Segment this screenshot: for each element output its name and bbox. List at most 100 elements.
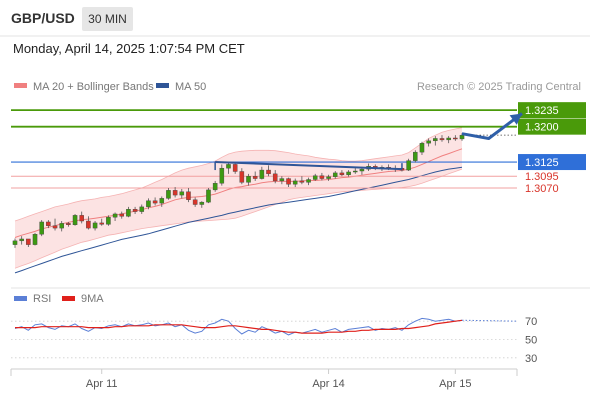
x-tick-label: Apr 14: [312, 378, 344, 390]
candle-body: [206, 189, 211, 203]
level-label: 1.3125: [525, 157, 559, 169]
candle-body: [226, 164, 231, 169]
candle-body: [79, 215, 84, 222]
candle-body: [426, 140, 431, 144]
rsi-tick-label: 30: [525, 353, 537, 365]
legend-swatch-ma50: [156, 83, 169, 88]
candle-body: [66, 223, 71, 225]
chart-header: GBP/USD 30 MIN: [0, 0, 590, 36]
candle-body: [272, 173, 278, 182]
legend-label-ma50: MA 50: [175, 81, 206, 93]
candle-body: [359, 168, 365, 172]
timestamp: Monday, April 14, 2025 1:07:54 PM CET: [13, 41, 245, 56]
candle-body: [126, 209, 131, 217]
candle-body: [259, 169, 265, 179]
candle-body: [459, 134, 465, 140]
legend-label-9ma: 9MA: [81, 293, 104, 305]
candle-body: [292, 180, 298, 185]
rsi-projection: [461, 319, 518, 322]
candle-body: [252, 176, 258, 179]
symbol-title: GBP/USD: [11, 10, 75, 26]
candle-body: [39, 221, 44, 235]
candle-body: [406, 160, 411, 171]
x-axis: Apr 11 Apr 14 Apr 15: [86, 369, 472, 390]
candle-body: [419, 142, 425, 153]
rsi-tick-label: 50: [525, 335, 537, 347]
x-tick-label: Apr 11: [86, 378, 118, 390]
candle-body: [312, 175, 318, 180]
legend-swatch-9ma: [62, 296, 75, 301]
candle-body: [72, 215, 78, 226]
candle-body: [332, 172, 338, 177]
candle-body: [152, 200, 158, 204]
candle-body: [106, 217, 111, 225]
candle-body: [12, 240, 18, 245]
level-label: 1.3095: [525, 171, 559, 183]
candle-body: [286, 178, 291, 185]
candle-body: [59, 223, 64, 229]
candle-body: [346, 171, 351, 175]
credit-text: Research © 2025 Trading Central: [417, 81, 581, 93]
resistance-trendline: [215, 161, 402, 171]
candle-body: [319, 175, 325, 179]
candle-body: [326, 176, 331, 179]
level-label-box: [518, 102, 586, 119]
candle-body: [199, 201, 205, 205]
legend-swatch-rsi: [14, 296, 27, 301]
legend-label-rsi: RSI: [33, 293, 51, 305]
candle-body: [86, 220, 91, 229]
candle-body: [26, 238, 31, 245]
candle-body: [19, 238, 24, 242]
ma50-line: [14, 166, 463, 274]
level-label: 1.3070: [525, 183, 559, 195]
candle-body: [306, 179, 311, 183]
candle-body: [232, 164, 238, 172]
candle-body: [246, 176, 251, 183]
legend-swatch-ma20: [14, 83, 27, 88]
rsi-tick-label: 70: [525, 316, 537, 328]
candle-body: [166, 190, 171, 199]
candle-body: [186, 191, 191, 200]
legend-label-ma20: MA 20 + Bollinger Bands: [33, 81, 154, 93]
rsi-plot: 70 50 30: [11, 316, 537, 365]
candle-body: [179, 191, 185, 196]
candle-body: [32, 234, 38, 245]
level-label: 1.3200: [525, 122, 559, 134]
candle-body: [413, 151, 418, 161]
candle-body: [119, 213, 125, 217]
candle-body: [46, 221, 51, 226]
level-label-box: [518, 154, 586, 171]
x-tick-label: Apr 15: [439, 378, 471, 390]
level-label: 1.3235: [525, 105, 559, 117]
candle-body: [352, 170, 358, 173]
candle-body: [132, 209, 138, 212]
candle-body: [279, 178, 285, 182]
candle-body: [239, 171, 245, 183]
candle-body: [453, 137, 458, 140]
candle-body: [446, 137, 451, 141]
rsi-9ma-line: [15, 319, 463, 334]
candle-body: [52, 225, 58, 229]
candle-body: [192, 199, 198, 205]
candle-body: [139, 206, 145, 212]
bollinger-band-area: [15, 127, 462, 269]
forecast-arrow: [461, 112, 523, 140]
candle-body: [112, 213, 118, 218]
candle-body: [172, 190, 178, 196]
candle-body: [219, 167, 225, 184]
candle-body: [339, 172, 345, 175]
candle-body: [266, 169, 271, 175]
candle-body: [433, 138, 438, 142]
forecast-arrowhead: [509, 113, 522, 125]
candle-body: [439, 138, 445, 141]
candle-body: [212, 183, 218, 191]
bollinger-lower-line: [14, 168, 463, 269]
timeframe-button[interactable]: 30 MIN: [82, 7, 133, 31]
candle-body: [159, 198, 165, 204]
candle-body: [92, 222, 98, 229]
level-label-box: [518, 118, 586, 135]
candle-body: [146, 200, 151, 208]
candle-body: [99, 222, 104, 225]
